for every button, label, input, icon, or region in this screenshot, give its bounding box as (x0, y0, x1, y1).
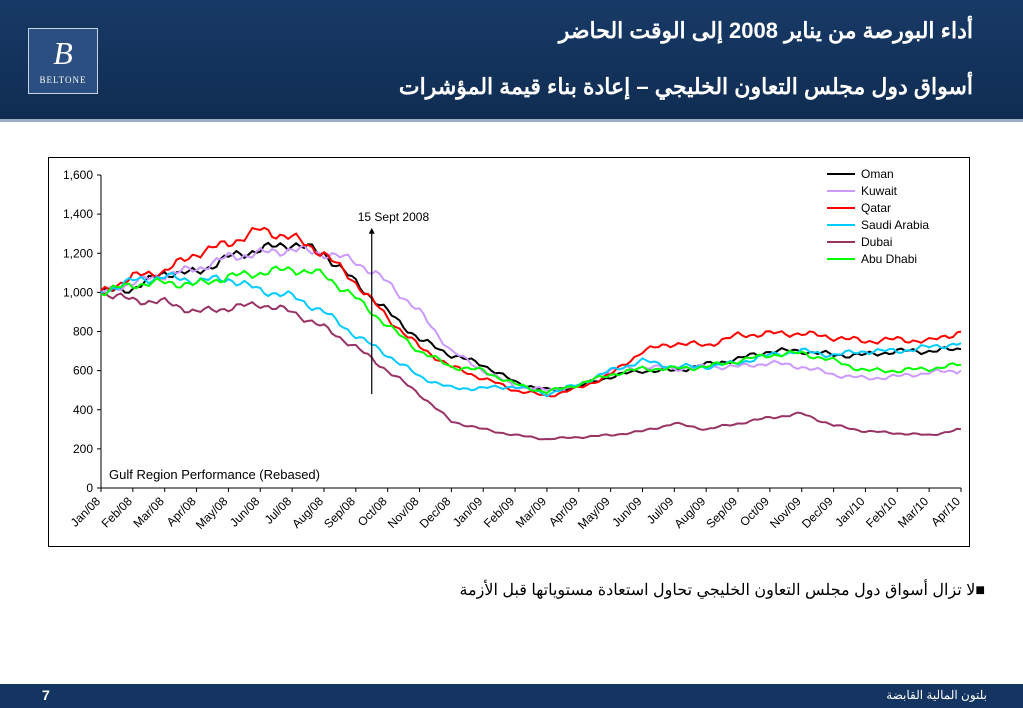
y-tick-label: 1,400 (63, 207, 93, 221)
x-tick-label: Aug/08 (289, 494, 326, 531)
series-line (100, 292, 962, 441)
x-tick-label: Nov/09 (767, 494, 804, 531)
annotation-arrowhead (368, 227, 375, 234)
x-tick-label: Feb/09 (481, 494, 518, 531)
slide-subtitle: أسواق دول مجلس التعاون الخليجي – إعادة ب… (398, 74, 973, 99)
legend-entry: Abu Dhabi (861, 252, 917, 266)
y-tick-label: 1,600 (63, 168, 93, 182)
x-tick-label: Mar/10 (895, 494, 932, 531)
x-tick-label: Nov/08 (385, 494, 422, 531)
y-tick-label: 200 (73, 442, 93, 456)
x-tick-label: Aug/09 (672, 494, 709, 531)
legend-entry: Qatar (861, 201, 891, 215)
x-tick-label: Apr/10 (928, 494, 963, 529)
x-tick-label: Jan/08 (68, 494, 104, 530)
y-tick-label: 1,200 (63, 246, 93, 260)
legend-entry: Saudi Arabia (861, 218, 929, 232)
x-tick-label: May/08 (193, 494, 231, 532)
y-tick-label: 400 (73, 403, 93, 417)
x-tick-label: May/09 (575, 494, 613, 532)
chart-title: Gulf Region Performance (Rebased) (109, 467, 320, 482)
legend-entry: Oman (861, 167, 894, 181)
series-line (100, 241, 962, 391)
x-tick-label: Jun/09 (609, 494, 645, 530)
series-line (100, 265, 962, 395)
beltone-logo: B BELTONE (28, 28, 98, 94)
annotation-label: 15 Sept 2008 (358, 210, 430, 224)
slide-footer: 7 بلتون المالية القابضة (0, 684, 1023, 708)
line-chart: 02004006008001,0001,2001,4001,600Jan/08F… (63, 167, 963, 532)
logo-text: BELTONE (39, 75, 87, 85)
bullet-point: ■لا تزال أسواق دول مجلس التعاون الخليجي … (459, 582, 985, 599)
x-tick-label: Feb/08 (99, 494, 136, 531)
y-tick-label: 0 (86, 481, 93, 495)
page-number: 7 (42, 687, 50, 703)
header-divider (0, 119, 1023, 122)
x-tick-label: Mar/08 (131, 494, 168, 531)
logo-mark: B (53, 35, 73, 71)
bullet-text: لا تزال أسواق دول مجلس التعاون الخليجي ت… (459, 582, 976, 599)
slide-title: أداء البورصة من يناير 2008 إلى الوقت الح… (558, 18, 973, 43)
x-tick-label: Oct/08 (355, 494, 390, 529)
chart-frame: 0 200 400 600 800 1,000 1,200 1,400 1,600 Jan/08 F… (48, 157, 970, 547)
x-tick-label: Feb/10 (863, 494, 900, 531)
series-line (100, 243, 962, 392)
x-tick-label: Jan/10 (832, 494, 868, 530)
y-tick-label: 800 (73, 325, 93, 339)
x-tick-label: Dec/09 (799, 494, 836, 531)
x-tick-label: Sep/09 (703, 494, 740, 531)
x-tick-label: Jan/09 (450, 494, 486, 530)
y-tick-label: 600 (73, 364, 93, 378)
y-tick-label: 1,000 (63, 285, 93, 299)
x-tick-label: Oct/09 (737, 494, 772, 529)
slide-header: B BELTONE أداء البورصة من يناير 2008 إلى… (0, 0, 1023, 120)
legend-entry: Kuwait (861, 184, 898, 198)
x-tick-label: Dec/08 (417, 494, 454, 531)
legend-entry: Dubai (861, 235, 892, 249)
x-tick-label: Jun/08 (227, 494, 263, 530)
x-tick-label: Mar/09 (513, 494, 550, 531)
series-line (100, 272, 962, 398)
x-tick-label: Sep/08 (321, 494, 358, 531)
footer-company: بلتون المالية القابضة (886, 688, 987, 702)
